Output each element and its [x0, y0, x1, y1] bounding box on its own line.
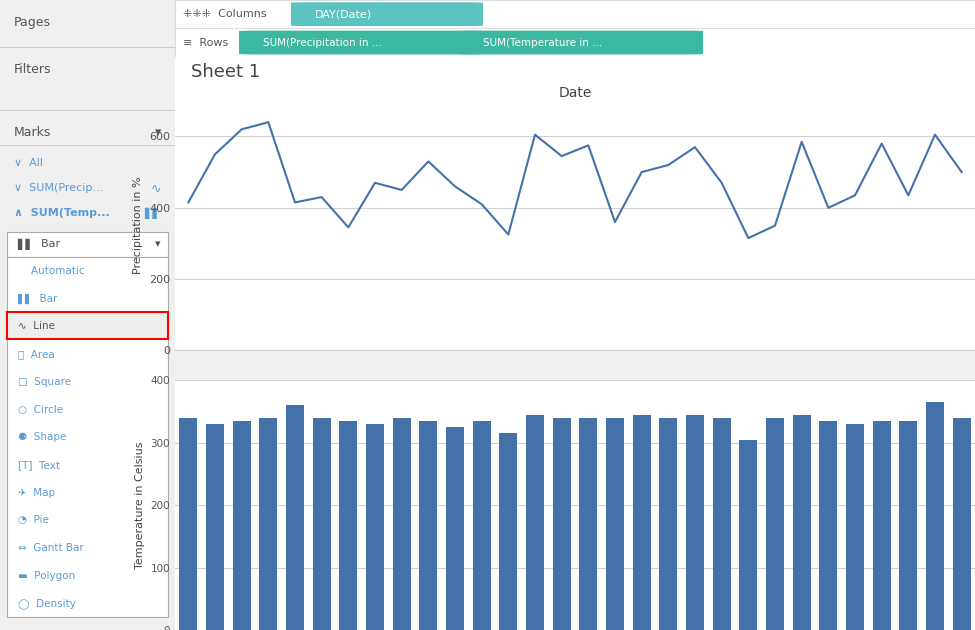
- Text: ◯  Density: ◯ Density: [18, 598, 75, 609]
- Text: ⁜⁜⁜  Columns: ⁜⁜⁜ Columns: [183, 9, 266, 19]
- Text: ▌▌  Bar: ▌▌ Bar: [18, 294, 58, 304]
- Text: ∨  All: ∨ All: [14, 158, 43, 168]
- Bar: [579, 418, 598, 630]
- FancyBboxPatch shape: [459, 31, 703, 54]
- Text: SUM(Precipitation in ...: SUM(Precipitation in ...: [263, 38, 382, 47]
- Text: Filters: Filters: [14, 63, 52, 76]
- Bar: [846, 424, 864, 630]
- Text: ≡  Rows: ≡ Rows: [183, 38, 228, 47]
- Bar: [713, 418, 730, 630]
- Bar: [793, 415, 811, 630]
- Bar: [739, 440, 758, 630]
- Bar: [766, 418, 784, 630]
- Bar: [926, 402, 944, 630]
- Text: Marks: Marks: [14, 126, 52, 139]
- Bar: [686, 415, 704, 630]
- Text: ∿  Line: ∿ Line: [18, 321, 55, 331]
- Bar: [313, 418, 331, 630]
- Text: Pages: Pages: [14, 16, 51, 29]
- Bar: [206, 424, 224, 630]
- Text: □  Square: □ Square: [18, 377, 70, 387]
- Text: ▌▌: ▌▌: [144, 208, 161, 219]
- Bar: [286, 405, 304, 630]
- Bar: [473, 421, 490, 630]
- FancyBboxPatch shape: [291, 3, 483, 26]
- Bar: [259, 418, 278, 630]
- Y-axis label: Temperature in Celsius: Temperature in Celsius: [135, 442, 145, 569]
- Text: ◔  Pie: ◔ Pie: [18, 515, 49, 525]
- FancyBboxPatch shape: [239, 31, 483, 54]
- Text: ⚈  Shape: ⚈ Shape: [18, 432, 66, 442]
- Bar: [233, 421, 251, 630]
- Text: Automatic: Automatic: [18, 266, 84, 276]
- Text: ○  Circle: ○ Circle: [18, 404, 62, 415]
- Bar: [899, 421, 917, 630]
- Bar: [419, 421, 438, 630]
- Bar: [553, 418, 570, 630]
- Text: ⇔  Gantt Bar: ⇔ Gantt Bar: [18, 543, 83, 553]
- Text: ▾: ▾: [155, 239, 161, 249]
- Bar: [633, 415, 650, 630]
- Text: ∨  SUM(Precip...: ∨ SUM(Precip...: [14, 183, 103, 193]
- Bar: [873, 421, 891, 630]
- Bar: [366, 424, 384, 630]
- Text: ✈  Map: ✈ Map: [18, 488, 55, 498]
- Title: Date: Date: [559, 86, 592, 100]
- Text: ▾: ▾: [155, 126, 161, 139]
- FancyBboxPatch shape: [7, 232, 168, 257]
- Y-axis label: Precipitation in %: Precipitation in %: [134, 177, 143, 275]
- Bar: [499, 433, 518, 630]
- Text: DAY(Date): DAY(Date): [315, 9, 372, 19]
- Text: SUM(Temperature in ...: SUM(Temperature in ...: [483, 38, 603, 47]
- Bar: [339, 421, 358, 630]
- Bar: [179, 418, 197, 630]
- Bar: [446, 427, 464, 630]
- Text: ⌒  Area: ⌒ Area: [18, 349, 55, 359]
- Bar: [953, 418, 971, 630]
- FancyBboxPatch shape: [7, 312, 168, 339]
- Bar: [393, 418, 410, 630]
- Text: ∧  SUM(Temp...: ∧ SUM(Temp...: [14, 208, 110, 218]
- Text: ∿: ∿: [150, 183, 161, 196]
- Text: ▌▌  Bar: ▌▌ Bar: [18, 239, 60, 250]
- FancyBboxPatch shape: [7, 257, 168, 617]
- Text: ▬  Polygon: ▬ Polygon: [18, 571, 75, 581]
- Bar: [526, 415, 544, 630]
- Text: Sheet 1: Sheet 1: [191, 63, 260, 81]
- Text: [T]  Text: [T] Text: [18, 460, 59, 470]
- Bar: [819, 421, 838, 630]
- Bar: [659, 418, 678, 630]
- Bar: [605, 418, 624, 630]
